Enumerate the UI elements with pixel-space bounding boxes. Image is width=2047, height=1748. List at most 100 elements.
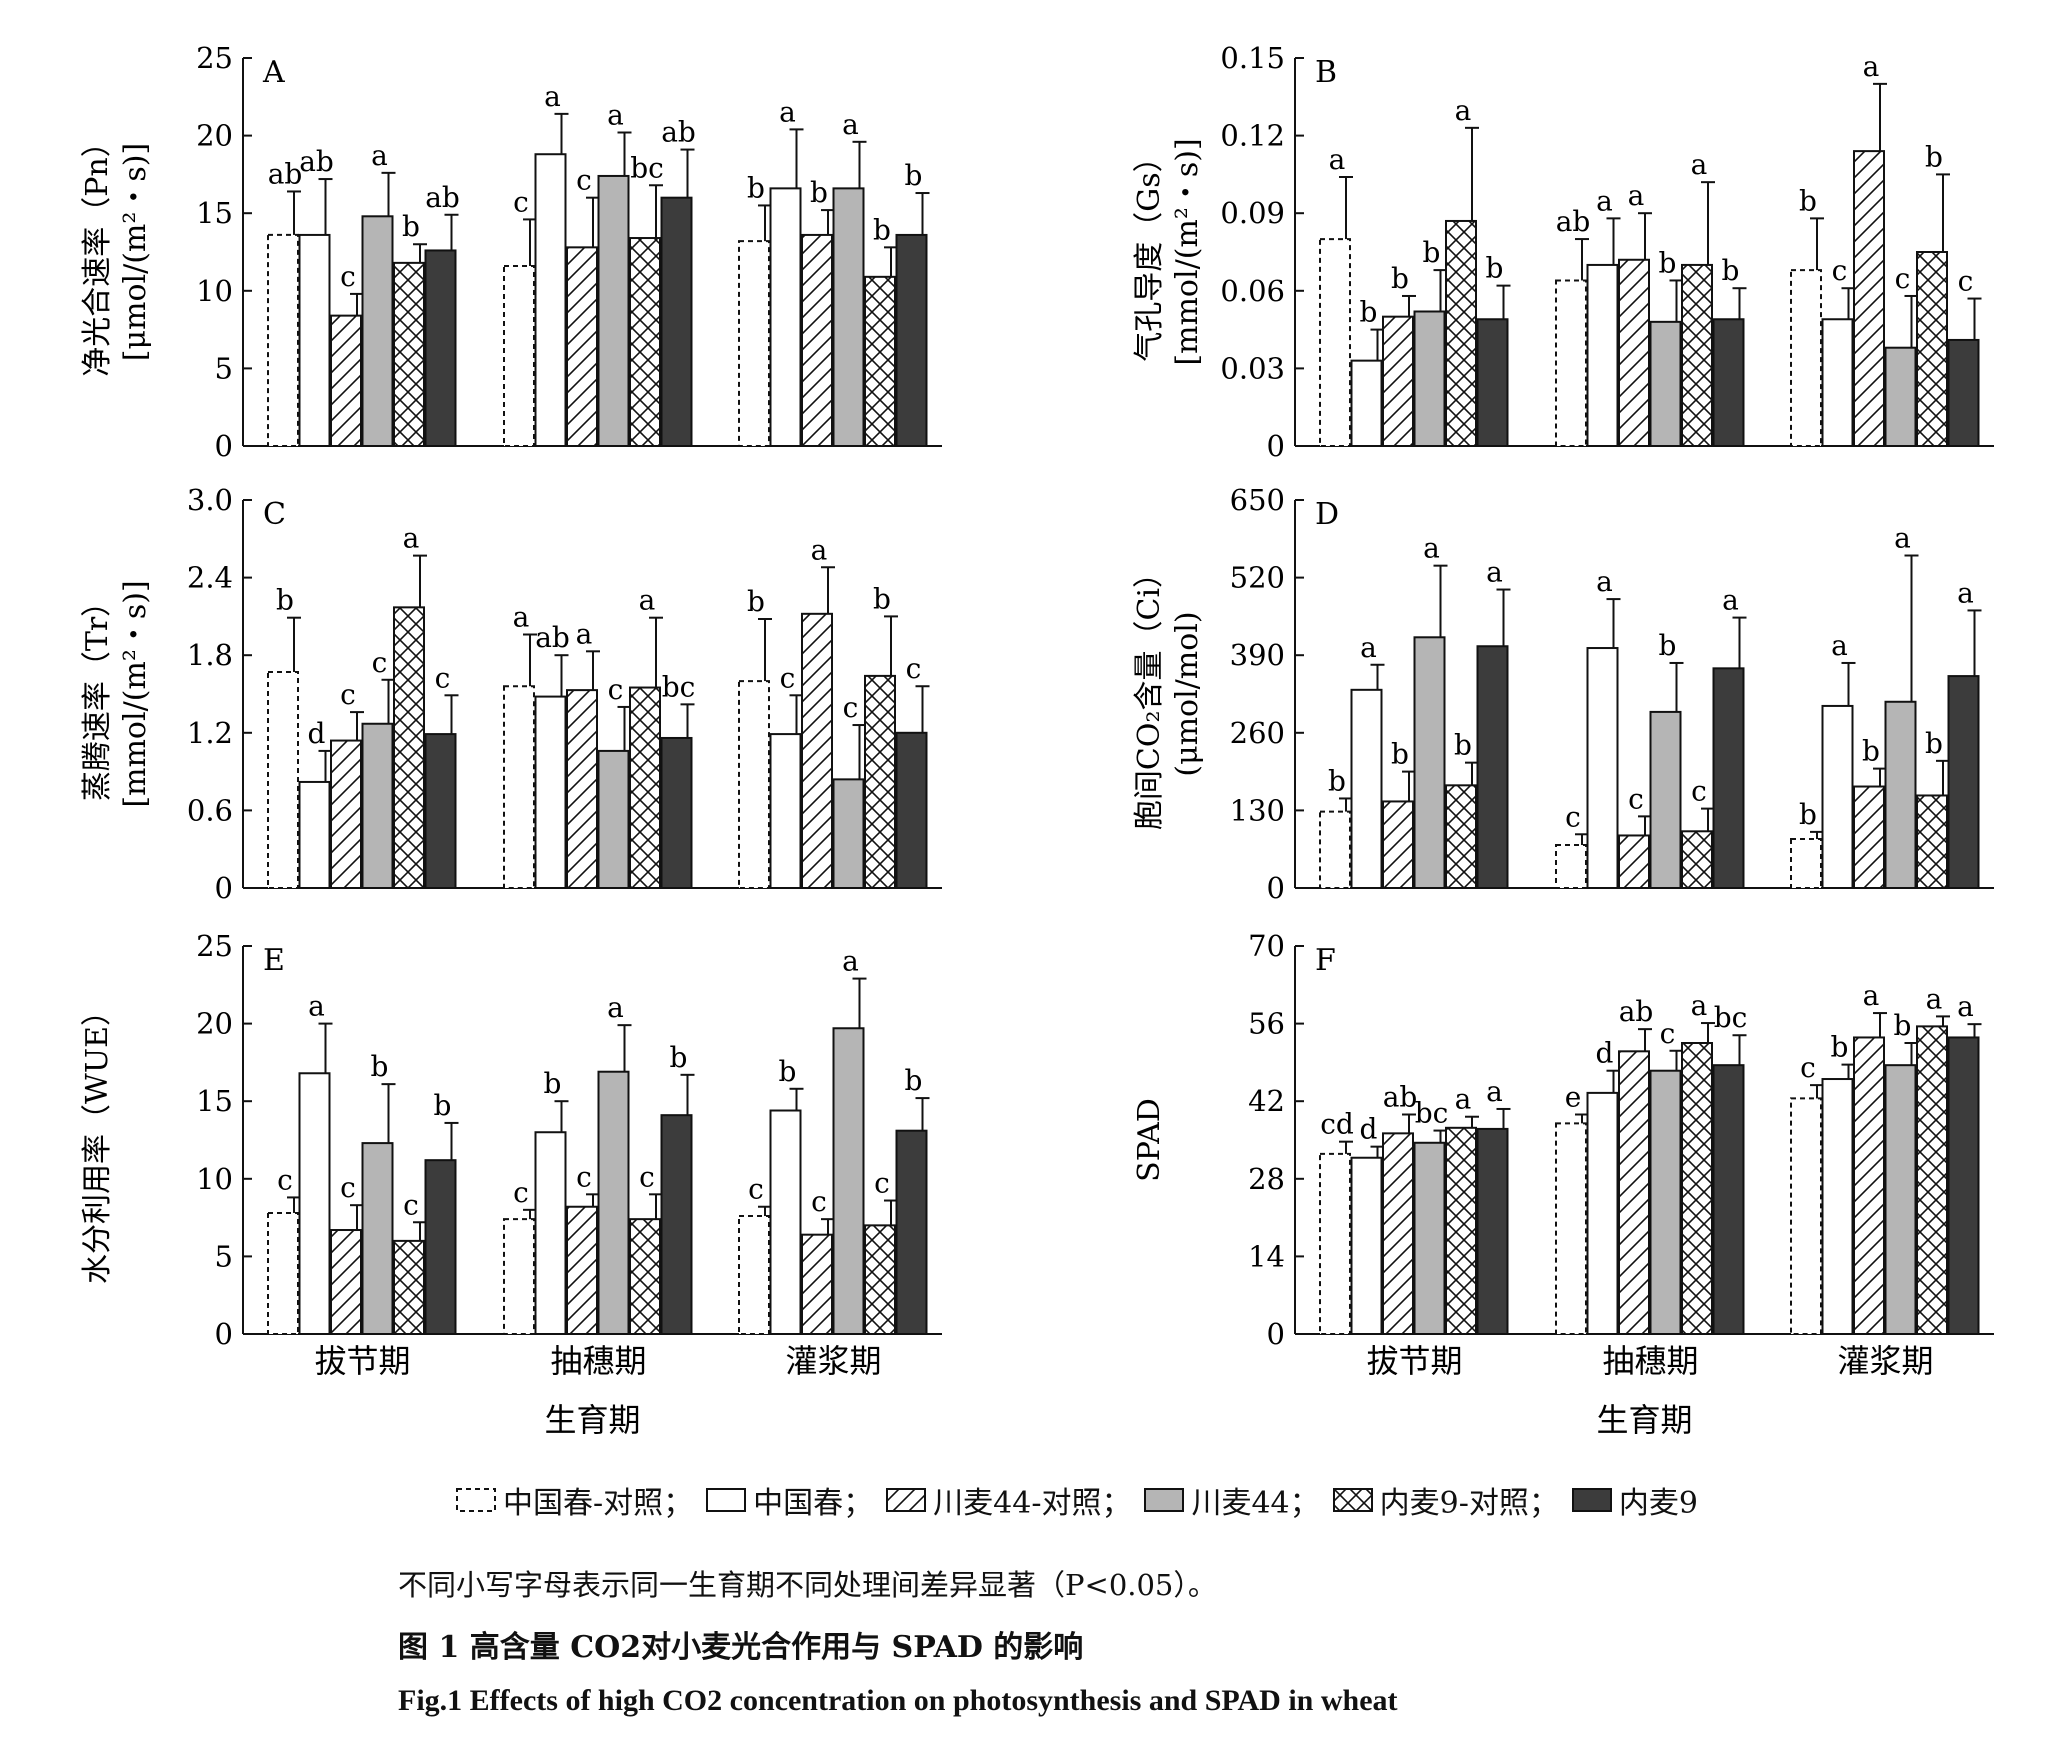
bar xyxy=(1586,263,1619,447)
significance-letter: a xyxy=(371,139,388,172)
significance-letter: c xyxy=(576,164,592,197)
significance-letter: a xyxy=(1863,50,1880,83)
significance-letter: ab xyxy=(535,621,570,654)
y-tick-label: 1.2 xyxy=(187,716,233,750)
legend-label: 川麦44-对照； xyxy=(933,1486,1132,1521)
bar xyxy=(1884,700,1917,890)
bar xyxy=(1884,1064,1917,1335)
significance-letter: b xyxy=(1925,140,1943,173)
significance-letter: a xyxy=(1486,556,1503,589)
bar xyxy=(1821,318,1854,447)
y-tick-label: 0.06 xyxy=(1220,274,1285,308)
significance-letter: a xyxy=(1360,631,1377,664)
bar xyxy=(1947,1036,1980,1335)
bar xyxy=(393,1239,425,1336)
significance-letter: c xyxy=(748,1173,764,1206)
significance-letter: c xyxy=(277,1163,293,1196)
caption-english: Fig.1 Effects of high CO2 concentration … xyxy=(398,1684,1398,1717)
bar xyxy=(298,233,331,447)
y-axis-label: 水分利用率（WUE） xyxy=(80,996,115,1284)
panel-letter: E xyxy=(263,943,285,978)
y-tick-label: 14 xyxy=(1248,1239,1285,1273)
bar xyxy=(393,261,425,448)
y-tick-label: 5 xyxy=(215,1239,233,1273)
bar xyxy=(330,739,362,889)
significance-letter: a xyxy=(607,991,624,1024)
bar xyxy=(629,1218,661,1335)
bar xyxy=(1821,1078,1854,1335)
bar xyxy=(1382,315,1414,447)
legend-swatch xyxy=(1144,1488,1185,1512)
x-tick-label: 拔节期 xyxy=(314,1342,410,1380)
significance-letter: b xyxy=(371,1050,389,1083)
bar xyxy=(1916,1025,1948,1336)
bar xyxy=(660,736,693,889)
significance-letter: c xyxy=(513,1176,529,1209)
panel-letter: A xyxy=(262,55,285,90)
significance-letter: b xyxy=(434,1089,452,1122)
significance-letter: a xyxy=(1628,179,1645,212)
significance-letter: c xyxy=(639,1160,655,1193)
y-tick-label: 25 xyxy=(196,929,233,963)
bar xyxy=(1382,1132,1414,1335)
y-tick-label: 56 xyxy=(1248,1007,1285,1041)
bar xyxy=(1319,238,1351,447)
bar xyxy=(801,612,833,890)
bar xyxy=(1790,269,1822,447)
y-tick-label: 20 xyxy=(196,119,233,153)
y-axis-label-units: [μmol/(m²・s)] xyxy=(118,143,153,361)
y-tick-label: 25 xyxy=(196,41,233,75)
significance-letter: b xyxy=(873,213,891,246)
significance-letter: a xyxy=(607,98,624,131)
significance-letter: a xyxy=(1329,143,1346,176)
legend-item: 中国春； xyxy=(705,1478,873,1522)
significance-letter: c xyxy=(1565,800,1581,833)
significance-letter: c xyxy=(1800,1051,1816,1084)
significance-letter: c xyxy=(340,678,356,711)
bar xyxy=(1586,647,1619,889)
bar xyxy=(1681,830,1713,889)
y-tick-label: 1.8 xyxy=(187,638,233,672)
bar xyxy=(660,196,693,447)
y-tick-label: 650 xyxy=(1230,483,1285,517)
y-tick-label: 70 xyxy=(1248,929,1285,963)
significance-letter: a xyxy=(1957,576,1974,609)
x-axis-label: 生育期 xyxy=(544,1401,640,1439)
bar xyxy=(566,246,598,447)
y-tick-label: 260 xyxy=(1230,716,1285,750)
significance-letter: b xyxy=(905,1064,923,1097)
significance-letter: a xyxy=(1957,990,1974,1023)
significance-letter: a xyxy=(1926,982,1943,1015)
bar xyxy=(629,237,661,447)
y-tick-label: 10 xyxy=(196,1162,233,1196)
y-tick-label: 0 xyxy=(215,1317,233,1351)
significance-letter: b xyxy=(402,210,420,243)
y-tick-label: 28 xyxy=(1248,1162,1285,1196)
bar xyxy=(801,1233,833,1335)
y-tick-label: 0 xyxy=(215,429,233,463)
significance-letter: c xyxy=(1895,262,1911,295)
significance-letter: a xyxy=(576,617,593,650)
bar xyxy=(1790,1097,1822,1336)
bar xyxy=(1555,1122,1587,1336)
significance-letter: c xyxy=(843,691,859,724)
y-tick-label: 520 xyxy=(1230,561,1285,595)
panel-C: 0 0.6 1.2 1.8 2.4 3.0 C 蒸腾速率（Tr） [mmol/(m²・s)] b d… xyxy=(80,483,942,905)
significance-letter: c xyxy=(1832,254,1848,287)
bar xyxy=(503,1218,535,1335)
legend-swatch xyxy=(886,1488,927,1512)
significance-letter: c xyxy=(403,1188,419,1221)
bar xyxy=(597,174,630,447)
significance-letter: ab xyxy=(299,145,334,178)
bar xyxy=(769,187,802,447)
bar xyxy=(895,1129,928,1335)
significance-letter: ab xyxy=(661,116,696,149)
bar xyxy=(738,1215,770,1335)
y-tick-label: 15 xyxy=(196,196,233,230)
bar xyxy=(566,689,598,889)
bar xyxy=(534,695,567,889)
bar xyxy=(1853,785,1885,889)
significance-letter: b xyxy=(1360,296,1378,329)
significance-letter: b xyxy=(1894,1009,1912,1042)
significance-letter: a xyxy=(1596,184,1613,217)
